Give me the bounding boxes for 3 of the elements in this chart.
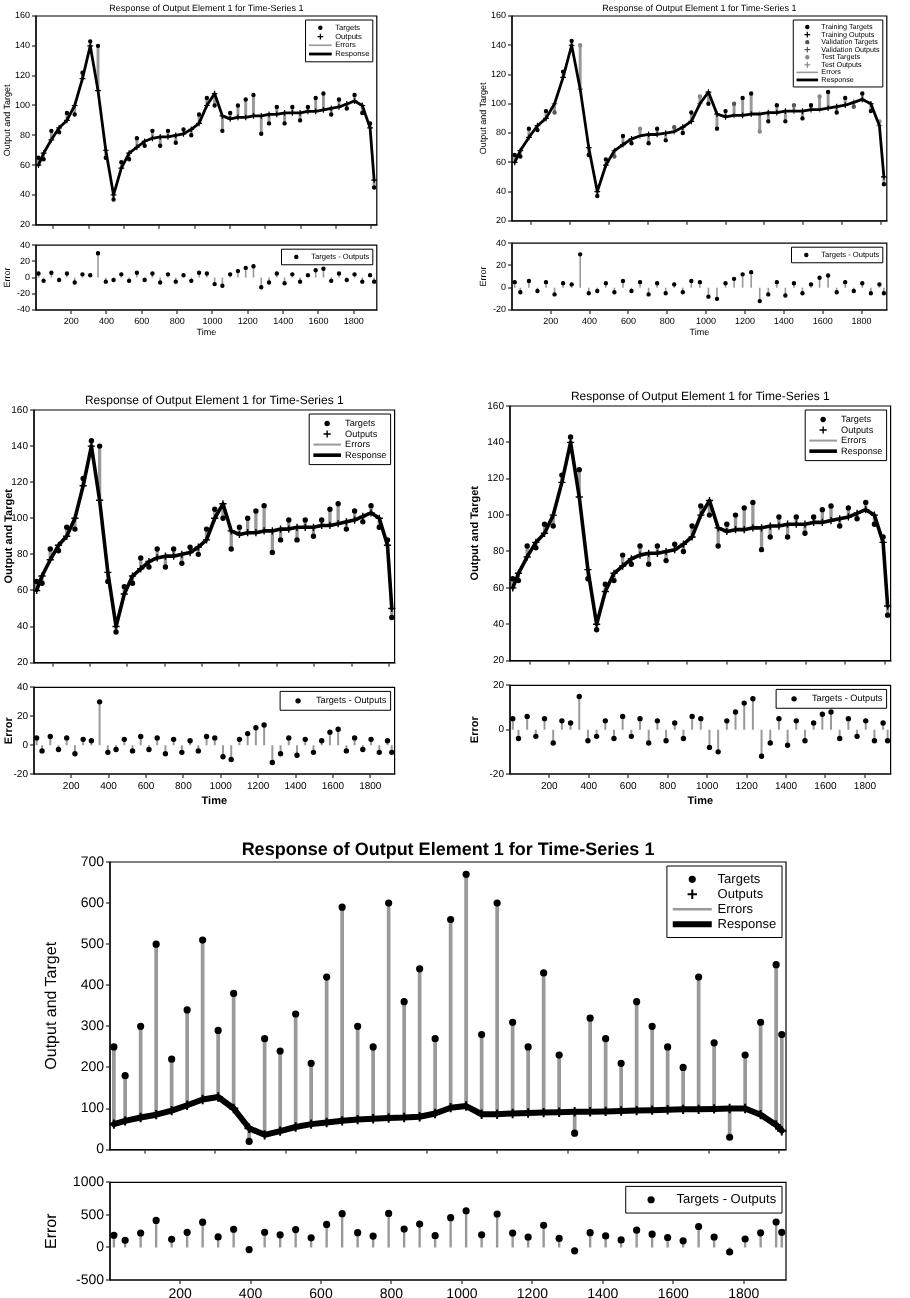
chart-title: Response of Output Element 1 for Time-Series 1 [241, 838, 655, 859]
y-axis-title: Output and Target [42, 940, 61, 1070]
y-axis-title: Error [42, 1212, 61, 1249]
